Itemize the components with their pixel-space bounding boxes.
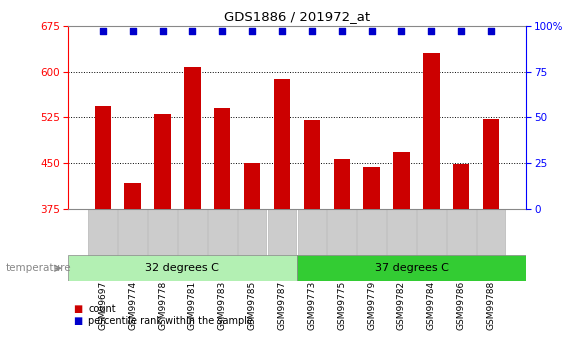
- Bar: [68, 255, 297, 281]
- Bar: [483, 119, 499, 209]
- FancyBboxPatch shape: [447, 209, 476, 270]
- Text: 32 degrees C: 32 degrees C: [145, 263, 219, 273]
- Bar: [274, 79, 290, 209]
- Point: [218, 29, 227, 34]
- FancyBboxPatch shape: [178, 209, 207, 270]
- Bar: [363, 167, 380, 209]
- Bar: [125, 183, 141, 209]
- Bar: [95, 106, 111, 209]
- Bar: [244, 163, 260, 209]
- Bar: [423, 53, 440, 209]
- Point: [337, 29, 346, 34]
- Point: [98, 29, 108, 34]
- Text: GDS1886 / 201972_at: GDS1886 / 201972_at: [224, 10, 370, 23]
- Bar: [184, 67, 201, 209]
- Point: [278, 29, 287, 34]
- Bar: [393, 152, 410, 209]
- FancyBboxPatch shape: [268, 209, 296, 270]
- Point: [188, 29, 197, 34]
- Point: [427, 29, 436, 34]
- Bar: [154, 114, 171, 209]
- Text: ■: ■: [74, 304, 83, 314]
- FancyBboxPatch shape: [387, 209, 416, 270]
- Bar: [453, 164, 469, 209]
- Text: count: count: [88, 304, 116, 314]
- Point: [248, 29, 257, 34]
- FancyBboxPatch shape: [417, 209, 446, 270]
- FancyBboxPatch shape: [118, 209, 147, 270]
- Bar: [333, 159, 350, 209]
- FancyBboxPatch shape: [358, 209, 386, 270]
- Point: [456, 29, 466, 34]
- FancyBboxPatch shape: [88, 209, 117, 270]
- FancyBboxPatch shape: [328, 209, 356, 270]
- Bar: [297, 255, 526, 281]
- Point: [158, 29, 167, 34]
- Bar: [303, 120, 320, 209]
- Point: [367, 29, 376, 34]
- Text: temperature: temperature: [6, 263, 72, 273]
- Point: [128, 29, 138, 34]
- Text: ■: ■: [74, 316, 83, 326]
- FancyBboxPatch shape: [477, 209, 506, 270]
- Point: [486, 29, 496, 34]
- FancyBboxPatch shape: [298, 209, 326, 270]
- Point: [397, 29, 406, 34]
- Text: 37 degrees C: 37 degrees C: [375, 263, 449, 273]
- FancyBboxPatch shape: [148, 209, 177, 270]
- Bar: [214, 108, 230, 209]
- Text: percentile rank within the sample: percentile rank within the sample: [88, 316, 253, 326]
- FancyBboxPatch shape: [238, 209, 266, 270]
- FancyBboxPatch shape: [208, 209, 236, 270]
- Point: [307, 29, 316, 34]
